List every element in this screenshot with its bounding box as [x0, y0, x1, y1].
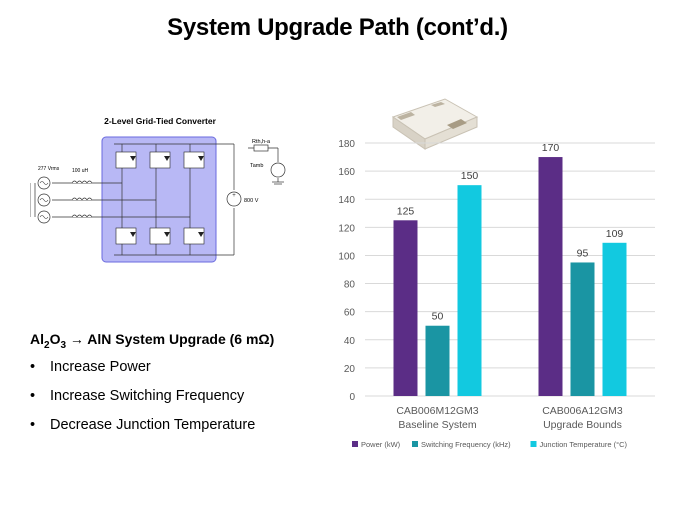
- bar: [602, 242, 627, 396]
- sine-glyphs: [39, 181, 49, 219]
- data-label: 50: [432, 311, 444, 323]
- x-tick-label: Upgrade Bounds: [543, 419, 622, 431]
- slide-title: System Upgrade Path (cont’d.): [167, 14, 508, 41]
- data-label: 109: [606, 228, 624, 240]
- bar: [538, 157, 563, 396]
- inductor-icon: [71, 180, 93, 218]
- list-item: • Increase Switching Frequency: [30, 388, 245, 404]
- circuit-title: 2-Level Grid-Tied Converter: [104, 116, 216, 126]
- inductor-value-label: 100 uH: [72, 168, 89, 174]
- legend-swatch: [352, 441, 358, 447]
- data-label: 125: [397, 205, 415, 217]
- y-tick-label: 180: [338, 139, 355, 150]
- bullet-glyph: •: [30, 417, 36, 433]
- power-module-image: [391, 98, 479, 150]
- legend-entry: Power (kW): [361, 440, 401, 449]
- y-tick-label: 60: [344, 308, 356, 319]
- y-tick-label: 80: [344, 280, 356, 291]
- dc-source-icon: [226, 191, 242, 207]
- y-tick-label: 100: [338, 251, 355, 262]
- tamb-label: Tamb: [250, 163, 263, 169]
- y-tick-label: 120: [338, 223, 355, 234]
- y-tick-label: 40: [344, 336, 356, 347]
- bullet-glyph: •: [30, 388, 36, 404]
- legend-entry: Junction Temperature (°C): [540, 440, 628, 449]
- dc-source-label: 800 V: [244, 198, 259, 204]
- bar: [425, 325, 450, 396]
- x-tick-label: CAB006M12GM3: [396, 405, 478, 417]
- legend-swatch: [412, 441, 418, 447]
- upgrade-bullets: • Increase Power • Increase Switching Freq…: [30, 357, 255, 444]
- rth-resistor-icon: [253, 144, 269, 152]
- bar: [393, 220, 418, 396]
- list-item: • Decrease Junction Temperature: [30, 417, 256, 433]
- y-tick-label: 0: [349, 392, 355, 403]
- x-tick-label: CAB006A12GM3: [542, 405, 623, 417]
- data-label: 170: [542, 142, 560, 154]
- bar-chart: 0 20 40 60 80 100 120 140 160 180 125 50 150 CAB006M1…: [338, 139, 655, 449]
- legend-entry: Switching Frequency (kHz): [421, 440, 511, 449]
- x-tick-label: Baseline System: [398, 419, 476, 431]
- tamb-source-icon: [270, 162, 286, 178]
- y-tick-label: 160: [338, 167, 355, 178]
- diode-icon: [130, 156, 204, 237]
- source-voltage-label: 277 Vrms: [38, 166, 60, 172]
- upgrade-heading: Al2O3 → AlN System Upgrade (6 mΩ): [30, 331, 275, 351]
- dc-source-plus: +: [232, 193, 236, 199]
- converter-schematic: 2-Level Grid-Tied Converter: [30, 116, 286, 263]
- y-tick-label: 20: [344, 364, 356, 375]
- data-label: 150: [461, 170, 479, 182]
- rth-label: Rth,h-a: [252, 139, 271, 145]
- legend-swatch: [530, 441, 537, 447]
- bar: [570, 262, 595, 396]
- data-label: 95: [577, 247, 589, 259]
- list-item: • Increase Power: [30, 359, 151, 375]
- bullet-glyph: •: [30, 359, 36, 375]
- y-tick-label: 140: [338, 195, 355, 206]
- bar: [457, 185, 482, 396]
